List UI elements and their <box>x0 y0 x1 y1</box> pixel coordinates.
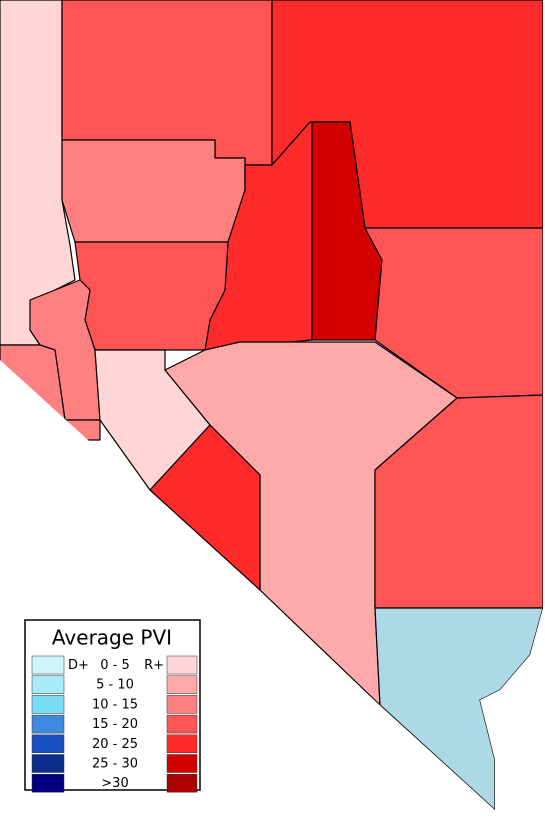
legend-swatch <box>166 773 198 793</box>
legend-label: 20 - 25 <box>92 737 138 752</box>
legend-swatch <box>31 675 65 694</box>
legend-swatch <box>31 695 65 714</box>
legend-swatch <box>31 773 65 793</box>
legend-swatch <box>31 714 65 734</box>
legend-suffix: R+ <box>144 658 164 673</box>
legend-label: >30 <box>101 776 128 791</box>
legend-label: 0 - 5 <box>100 658 130 673</box>
legend: Average PVI 0 - 5 5 - 10 10 - 15 15 - 20 20 … <box>24 619 201 793</box>
legend-prefix: D+ <box>68 658 89 673</box>
legend-swatch <box>31 754 65 773</box>
legend-swatch <box>31 734 65 754</box>
county <box>149 424 261 591</box>
legend-swatch <box>166 675 198 694</box>
legend-swatch <box>166 714 198 734</box>
legend-swatch <box>166 695 198 714</box>
legend-swatch <box>166 754 198 773</box>
legend-label: 25 - 30 <box>92 757 138 772</box>
legend-swatch <box>166 655 198 675</box>
legend-swatch <box>31 655 65 675</box>
legend-label: 10 - 15 <box>92 697 138 712</box>
legend-label: 5 - 10 <box>96 678 134 693</box>
legend-swatch <box>166 734 198 754</box>
legend-title: Average PVI <box>52 626 172 650</box>
county <box>374 607 543 810</box>
county <box>74 241 229 351</box>
legend-label: 15 - 20 <box>92 717 138 732</box>
